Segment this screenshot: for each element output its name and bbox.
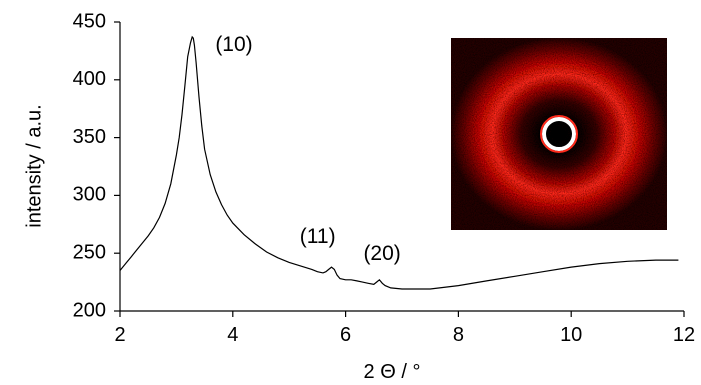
- diffraction-curve: [119, 35, 679, 290]
- y-ticks: 200 250 300 350 400 450: [73, 10, 120, 321]
- x-tick-label: 10: [560, 324, 582, 346]
- y-tick-label: 200: [73, 299, 106, 321]
- peak-label: (20): [363, 242, 400, 265]
- x-tick-label: 12: [673, 324, 695, 346]
- x-tick-label: 8: [453, 324, 464, 346]
- y-tick-label: 350: [73, 126, 106, 148]
- x-tick-label: 4: [227, 324, 238, 346]
- inset-diffraction-rings: [451, 38, 667, 230]
- y-tick-label: 250: [73, 241, 106, 263]
- y-tick-label: 450: [73, 10, 106, 32]
- y-axis-title: intensity / a.u.: [23, 104, 45, 227]
- inset-center-ring: [542, 117, 576, 151]
- inset-center-ring-glow: [540, 115, 578, 153]
- x-axis-title: 2 Θ / °: [364, 361, 421, 383]
- peak-label: (10): [215, 33, 252, 56]
- x-tick-label: 2: [114, 324, 125, 346]
- x-ticks: 2 4 6 8 10 12: [114, 311, 695, 346]
- y-tick-label: 400: [73, 68, 106, 90]
- axes: 200 250 300 350 400 450 2 4 6 8 10 12: [73, 10, 696, 346]
- x-tick-label: 6: [340, 324, 351, 346]
- diffraction-pattern-inset: [451, 38, 667, 230]
- peak-label: (11): [300, 225, 336, 248]
- peak-annotations: (10) (11) (20): [215, 33, 400, 265]
- y-tick-label: 300: [73, 184, 106, 206]
